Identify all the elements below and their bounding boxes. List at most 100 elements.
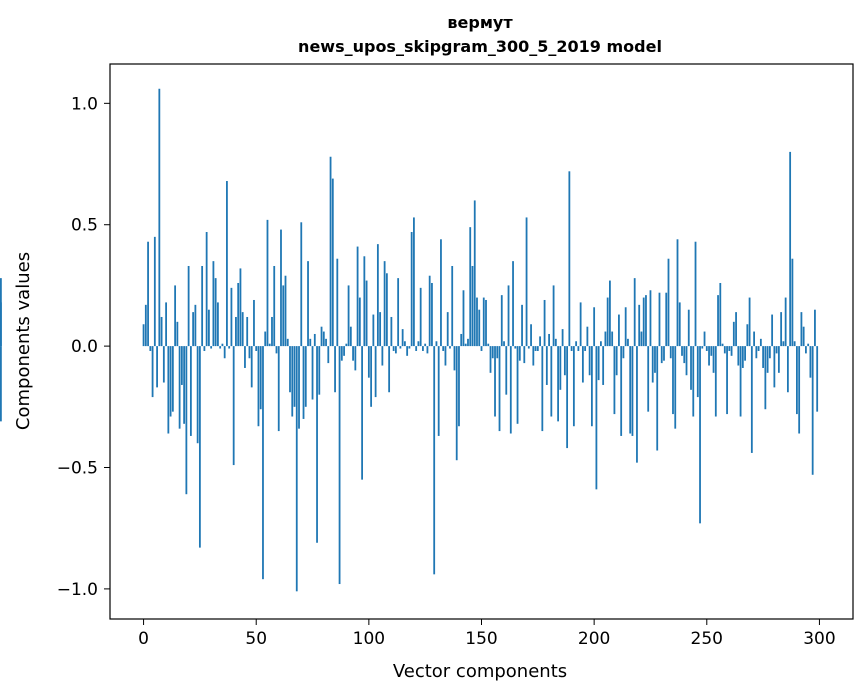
bar xyxy=(796,346,798,415)
bar xyxy=(295,346,298,592)
bar xyxy=(298,346,300,429)
bar xyxy=(334,346,336,393)
bar xyxy=(620,346,623,436)
bar xyxy=(194,304,197,347)
bar xyxy=(262,346,264,580)
bar xyxy=(246,316,249,347)
bar xyxy=(723,346,726,354)
bar xyxy=(266,219,269,347)
bar xyxy=(235,316,237,347)
bar xyxy=(338,346,341,585)
bar xyxy=(802,326,805,347)
bar xyxy=(426,346,429,354)
bar xyxy=(678,302,681,347)
bar xyxy=(273,265,276,347)
bar xyxy=(356,246,359,347)
x-tick-label: 250 xyxy=(691,629,723,649)
bar xyxy=(176,321,179,347)
bar xyxy=(631,346,634,436)
bar xyxy=(219,346,222,349)
bar xyxy=(237,282,240,347)
bar xyxy=(370,346,373,407)
bar xyxy=(674,346,677,429)
bar xyxy=(672,346,674,415)
bar xyxy=(618,314,620,347)
bar xyxy=(167,346,170,434)
bar xyxy=(748,297,751,347)
bar xyxy=(627,338,629,347)
bar xyxy=(805,346,807,354)
chart-title: вермут xyxy=(447,13,513,32)
bar xyxy=(142,324,145,347)
bar xyxy=(503,341,505,347)
bar xyxy=(572,346,575,427)
bar xyxy=(158,88,161,347)
bar xyxy=(726,346,728,415)
bar xyxy=(446,312,449,347)
y-axis: −1.0 −0.5 0.0 0.5 1.0 xyxy=(57,94,110,600)
bar xyxy=(473,200,476,347)
bar xyxy=(746,324,749,347)
bar xyxy=(811,346,814,475)
bar xyxy=(361,346,363,480)
bar xyxy=(730,346,733,356)
bar xyxy=(196,346,199,444)
bar xyxy=(415,346,418,351)
bar xyxy=(352,346,354,361)
bar xyxy=(376,244,379,347)
bar xyxy=(471,265,474,347)
bar xyxy=(773,346,776,388)
x-tick-label: 50 xyxy=(245,629,267,649)
bar xyxy=(383,261,386,347)
bar xyxy=(523,346,526,364)
bar xyxy=(800,312,803,347)
bar xyxy=(487,343,490,347)
bar xyxy=(719,282,722,347)
bar xyxy=(669,346,672,359)
bar xyxy=(532,346,535,366)
bar xyxy=(347,285,350,347)
bar xyxy=(699,346,701,524)
bar xyxy=(717,295,719,347)
bar xyxy=(205,232,208,347)
bar xyxy=(586,326,589,347)
bar xyxy=(372,314,375,347)
bar xyxy=(293,346,296,407)
bar xyxy=(255,346,258,351)
bar xyxy=(183,346,186,424)
bar xyxy=(406,346,409,356)
bar xyxy=(358,297,361,347)
bar xyxy=(789,151,792,347)
x-tick-label: 300 xyxy=(803,629,835,649)
bar xyxy=(757,346,760,351)
bar xyxy=(440,239,442,347)
bar xyxy=(201,265,204,347)
bar xyxy=(185,346,188,495)
bar xyxy=(325,338,327,347)
bar xyxy=(228,346,231,349)
bar xyxy=(759,338,762,347)
bar xyxy=(739,346,742,417)
y-tick-label: −1.0 xyxy=(57,580,98,600)
bar xyxy=(566,346,569,449)
bar xyxy=(552,285,555,347)
bar xyxy=(212,261,215,347)
bar xyxy=(390,316,393,347)
bar xyxy=(304,346,307,407)
bar xyxy=(203,346,206,351)
bar xyxy=(543,299,546,347)
bar xyxy=(791,258,794,347)
x-axis: 0 50 100 150 200 250 300 xyxy=(138,619,836,649)
bar xyxy=(174,285,177,347)
bar xyxy=(640,331,643,347)
bar xyxy=(737,346,740,366)
bar xyxy=(512,261,514,347)
bar xyxy=(534,346,537,351)
bar xyxy=(782,341,785,347)
bar xyxy=(642,297,645,347)
bar xyxy=(316,346,318,543)
bar xyxy=(714,346,717,417)
bar xyxy=(530,324,532,347)
bar xyxy=(692,346,695,417)
bar xyxy=(239,268,242,347)
